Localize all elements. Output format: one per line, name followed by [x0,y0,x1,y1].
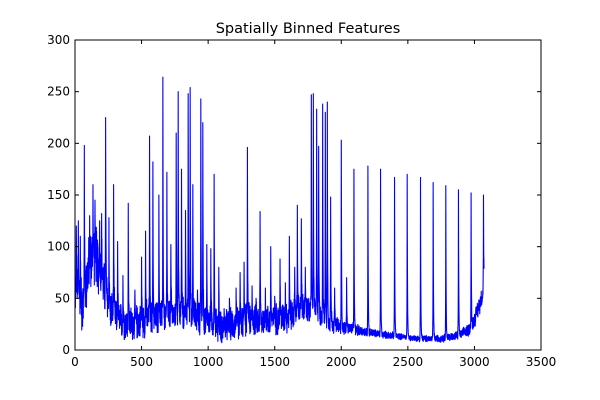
x-tick-label: 2000 [326,355,357,369]
y-tick-label: 250 [47,85,70,99]
y-tick-label: 200 [47,136,70,150]
chart-title: Spatially Binned Features [216,21,401,37]
x-tick-label: 2500 [393,355,424,369]
x-tick-label: 1000 [193,355,224,369]
x-tick-label: 0 [71,355,79,369]
series-line [74,76,485,344]
x-tick-label: 1500 [259,355,290,369]
axis-ticks: 0 500 1000 1500 2000 2500 3000 3500 0 50 100 150 200… [47,33,556,369]
y-tick-label: 150 [47,188,70,202]
y-tick-label: 0 [62,343,70,357]
plot-area [74,76,485,344]
y-tick-label: 300 [47,33,70,47]
y-tick-label: 50 [55,291,70,305]
y-tick-label: 100 [47,240,70,254]
x-tick-label: 500 [130,355,153,369]
x-tick-label: 3500 [526,355,557,369]
x-tick-label: 3000 [459,355,490,369]
